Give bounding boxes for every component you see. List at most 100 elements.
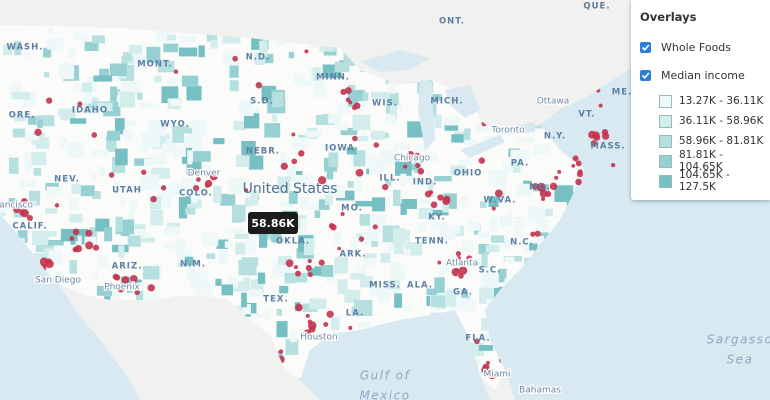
store-dot: [530, 231, 536, 237]
store-dot: [150, 195, 157, 203]
store-dot: [45, 258, 52, 265]
store-dot: [531, 183, 539, 190]
store-dot: [458, 273, 464, 279]
county: [257, 272, 266, 284]
state-label: ORE.: [9, 111, 36, 121]
county: [241, 140, 256, 157]
county: [323, 143, 336, 152]
county: [185, 207, 196, 215]
county: [305, 130, 323, 137]
county: [243, 277, 250, 291]
state-label: N.D.: [246, 53, 271, 63]
state-label: UTAH: [112, 186, 142, 196]
county: [47, 27, 55, 35]
store-dot: [353, 102, 361, 110]
county: [237, 304, 251, 315]
county: [259, 40, 268, 57]
county: [288, 52, 294, 59]
county: [128, 211, 135, 224]
county: [387, 237, 396, 252]
county: [353, 150, 366, 167]
county: [318, 199, 330, 210]
city-label: San Francisco: [0, 201, 33, 211]
store-dot: [147, 284, 155, 292]
county: [165, 226, 180, 236]
store-dot: [323, 322, 329, 327]
county: [150, 209, 164, 226]
store-dot: [575, 178, 582, 186]
county: [141, 293, 158, 303]
county: [434, 277, 445, 293]
county: [299, 197, 310, 208]
city-label: Phoenix: [104, 283, 140, 293]
legend-item: 36.11K - 58.96K: [659, 114, 763, 128]
state-label: IOWA: [325, 144, 355, 154]
county: [284, 272, 297, 284]
county: [524, 257, 530, 265]
county: [219, 248, 228, 265]
county: [186, 85, 202, 101]
legend-item: 81.81K - 104.65K: [659, 149, 770, 173]
county: [114, 180, 121, 194]
county: [451, 134, 464, 143]
county: [280, 201, 294, 208]
state-label: ARIZ.: [112, 262, 143, 272]
county: [27, 116, 37, 125]
layer-toggle[interactable]: Median income: [640, 68, 745, 82]
store-dot: [130, 275, 138, 283]
store-dot: [77, 101, 83, 107]
county: [356, 265, 367, 280]
store-dot: [173, 69, 179, 74]
store-dot: [307, 272, 313, 278]
county: [220, 193, 236, 206]
checkbox[interactable]: [640, 69, 651, 81]
county: [460, 196, 468, 207]
county: [362, 132, 368, 139]
county: [271, 232, 282, 243]
county: [3, 44, 13, 55]
county: [46, 40, 59, 50]
county: [205, 284, 212, 297]
store-dot: [403, 164, 408, 169]
county: [401, 199, 417, 209]
county: [248, 155, 264, 170]
state-label: FLA.: [465, 334, 490, 344]
water: [300, 310, 490, 400]
county: [135, 290, 144, 307]
county: [67, 47, 76, 59]
county: [121, 56, 128, 69]
county: [293, 74, 304, 84]
layer-toggle[interactable]: Whole Foods: [640, 40, 731, 54]
legend-swatch: [659, 174, 672, 188]
legend-swatch: [659, 134, 672, 148]
county: [176, 126, 190, 133]
county: [90, 173, 97, 181]
store-dot: [554, 175, 559, 180]
county: [181, 178, 200, 188]
county: [224, 227, 243, 233]
legend-swatch: [659, 114, 672, 128]
county: [167, 34, 176, 41]
county: [228, 177, 242, 190]
county: [138, 147, 149, 153]
checkbox[interactable]: [640, 41, 651, 53]
county: [374, 285, 391, 291]
state-label: GA.: [453, 288, 473, 298]
store-dot: [298, 150, 305, 157]
county: [43, 247, 53, 263]
state-label: MICH.: [430, 97, 463, 107]
county: [326, 167, 334, 180]
county: [96, 285, 113, 296]
county: [381, 199, 390, 208]
county: [337, 279, 348, 295]
county: [84, 87, 92, 104]
county: [400, 203, 407, 215]
county: [187, 150, 193, 165]
panel-title: Overlays: [640, 10, 697, 24]
county: [277, 255, 292, 266]
county: [529, 243, 538, 251]
county: [312, 67, 322, 81]
store-dot: [121, 283, 126, 289]
store-dot: [192, 185, 200, 192]
store-dot: [454, 268, 460, 273]
